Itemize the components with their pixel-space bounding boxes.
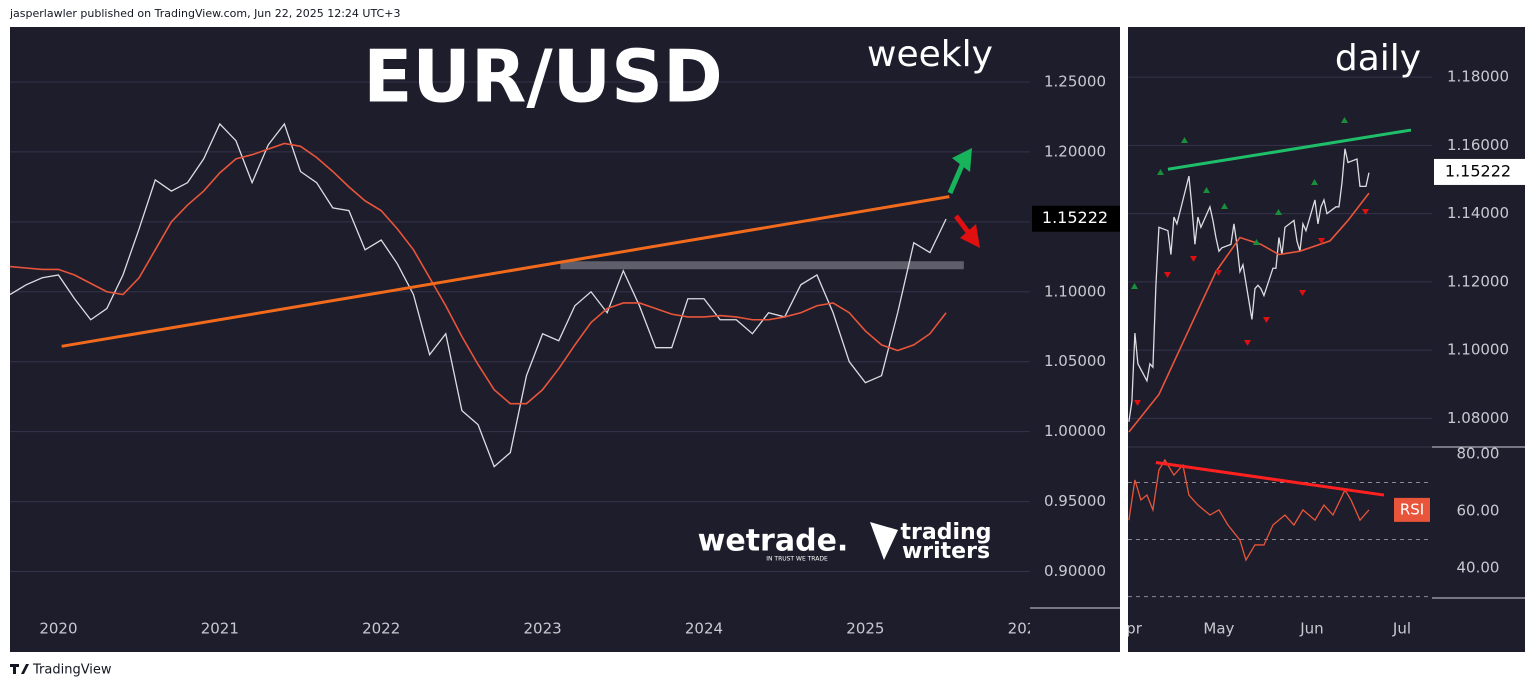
y-tick-label: 1.10000: [1044, 282, 1106, 300]
last-price-label: 1.15222: [1445, 161, 1511, 180]
y-tick-label: 1.05000: [1044, 352, 1106, 370]
price-axis: 40.00 60.00 80.00: [1457, 444, 1500, 576]
wetrade-logo: wetrade. IN TRUST WE TRADE: [698, 524, 849, 563]
brand-tagline: IN TRUST WE TRADE: [766, 556, 828, 563]
y-tick-label: 40.00: [1457, 559, 1500, 577]
daily-panel: [1128, 27, 1525, 652]
arrows: [947, 148, 980, 248]
footer-brand: TradingView: [32, 663, 112, 678]
y-tick-label: 1.25000: [1044, 72, 1106, 90]
y-tick-label: 0.95000: [1044, 492, 1106, 510]
series-name: RSI: [1400, 500, 1424, 518]
weekly-panel: [10, 27, 1120, 652]
y-tick-label: 1.16000: [1447, 136, 1509, 154]
price-line: [10, 142, 947, 405]
x-tick-label: May: [1203, 620, 1234, 638]
x-tick-label: 2021: [201, 620, 239, 638]
brand-text: trading: [901, 520, 992, 545]
footer: TradingView: [10, 663, 112, 678]
signal-markers: [1131, 117, 1369, 406]
price-line: [10, 122, 947, 468]
x-tick-label: 2026: [1008, 620, 1046, 638]
time-axis: 2020 2021 2022 2023 2024 2025 2026: [39, 620, 1046, 638]
time-axis: Apr May Jun Jul: [1116, 620, 1411, 638]
x-tick-label: 2020: [39, 620, 77, 638]
chart-title: EUR/USD: [363, 35, 722, 119]
price-line: [1128, 148, 1370, 422]
trend-line: [1167, 128, 1412, 171]
last-price-box: [1032, 205, 1120, 232]
brand-text: wetrade.: [698, 524, 849, 559]
y-tick-label: 1.20000: [1044, 142, 1106, 160]
brand-text: writers: [902, 539, 990, 564]
x-tick-label: Apr: [1116, 620, 1143, 638]
trend-line: [1155, 461, 1385, 497]
y-tick-label: 1.18000: [1447, 68, 1509, 86]
timeframe-label: daily: [1335, 38, 1421, 79]
y-tick-label: 1.00000: [1044, 422, 1106, 440]
x-tick-label: 2023: [524, 620, 562, 638]
price-line: [1128, 458, 1370, 562]
plot-area: [1128, 458, 1432, 598]
y-tick-label: 1.08000: [1447, 409, 1509, 427]
price-axis: 1.08000 1.10000 1.12000 1.14000 1.16000 1.180…: [1447, 68, 1509, 427]
publish-info: jasperlawler published on TradingView.co…: [9, 7, 400, 20]
trading-writers-logo: trading writers: [870, 520, 991, 564]
last-price-box: [1434, 158, 1525, 185]
trend-line: [61, 195, 950, 348]
y-tick-label: 1.14000: [1447, 204, 1509, 222]
chart-layers: 0.900000.950001.000001.050001.100001.150…: [10, 68, 1525, 638]
last-price-label: 1.15222: [1042, 208, 1108, 227]
plot-area: [1128, 76, 1432, 433]
series-badge: [1394, 497, 1430, 522]
y-tick-label: 1.12000: [1447, 272, 1509, 290]
price-line: [1128, 192, 1370, 433]
plot-area: [10, 81, 1030, 572]
x-tick-label: Jul: [1392, 620, 1411, 638]
y-tick-label: 60.00: [1457, 502, 1500, 520]
timeframe-label: weekly: [867, 34, 993, 75]
x-tick-label: 2022: [362, 620, 400, 638]
y-tick-label: 0.90000: [1044, 562, 1106, 580]
x-tick-label: 2025: [846, 620, 884, 638]
x-tick-label: Jun: [1299, 620, 1323, 638]
y-tick-label: 1.10000: [1447, 341, 1509, 359]
x-tick-label: 2024: [685, 620, 723, 638]
y-tick-label: 80.00: [1457, 444, 1500, 462]
